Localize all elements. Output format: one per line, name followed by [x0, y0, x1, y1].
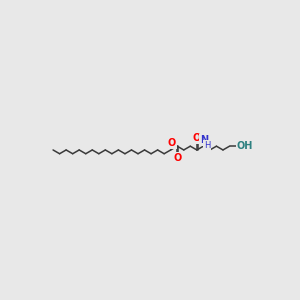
Text: N: N — [200, 135, 208, 145]
Text: O: O — [173, 153, 182, 163]
Text: H: H — [204, 141, 210, 150]
Text: O: O — [193, 133, 201, 143]
Text: O: O — [167, 138, 175, 148]
Text: OH: OH — [237, 141, 253, 151]
